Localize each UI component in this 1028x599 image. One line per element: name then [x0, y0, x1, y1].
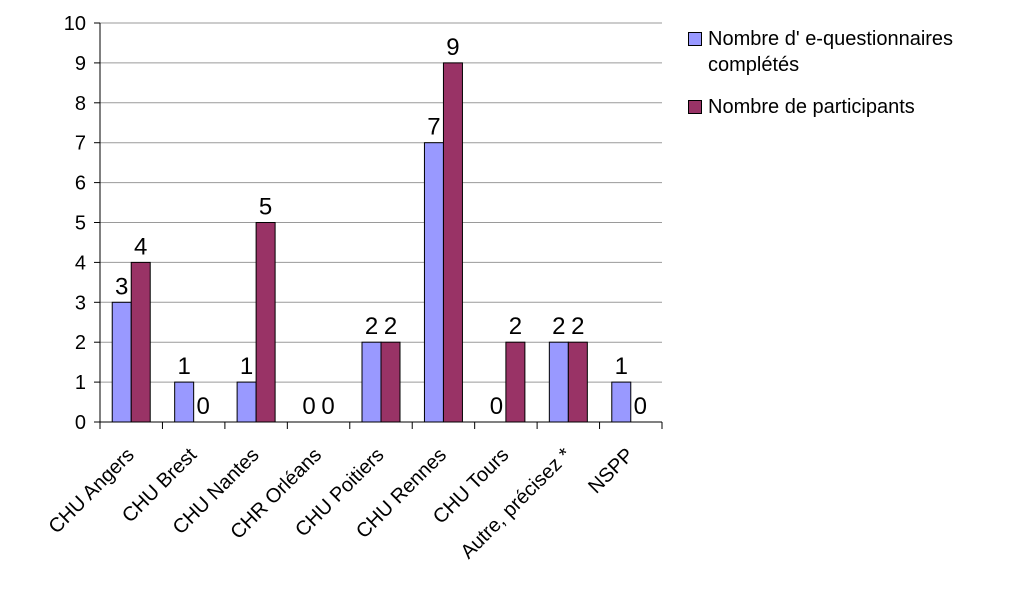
axes — [94, 22, 663, 429]
data-label-series-1: 7 — [427, 114, 440, 141]
bars — [111, 62, 632, 423]
bar-series-1 — [174, 381, 195, 423]
bar-series-1 — [548, 341, 569, 423]
bar-series-2 — [567, 341, 588, 423]
bar-series-1 — [236, 381, 257, 423]
data-label-series-2: 0 — [321, 393, 334, 420]
legend-item-series-2: Nombre de participants — [688, 94, 1028, 120]
legend-item-series-1: Nombre d' e-questionnaires complétés — [688, 26, 1028, 78]
bar-series-2 — [442, 62, 463, 423]
bar-series-1 — [361, 341, 382, 423]
y-tick-label: 5 — [75, 213, 86, 235]
data-label-series-2: 2 — [509, 313, 522, 340]
data-label-series-2: 2 — [571, 313, 584, 340]
legend-label-series-2: Nombre de participants — [708, 96, 915, 118]
data-label-series-1: 1 — [240, 353, 253, 380]
data-label-series-1: 3 — [115, 273, 128, 300]
bar-series-2 — [380, 341, 401, 423]
y-tick-labels: 0 1 2 3 4 5 6 7 8 9 10 — [64, 13, 86, 434]
data-label-series-2: 9 — [446, 34, 459, 61]
y-tick-label: 1 — [75, 372, 86, 394]
y-tick-label: 6 — [75, 173, 86, 195]
legend-swatch-series-2 — [688, 100, 702, 114]
bar-series-1 — [611, 381, 632, 423]
bar-series-2 — [505, 341, 526, 423]
data-label-series-2: 4 — [134, 233, 147, 260]
data-label-series-1: 2 — [365, 313, 378, 340]
x-tick-label: CHU Angers — [45, 444, 139, 538]
y-tick-label: 10 — [64, 13, 86, 35]
data-label-series-2: 0 — [634, 393, 647, 420]
data-label-series-1: 0 — [302, 393, 315, 420]
data-label-series-1: 2 — [552, 313, 565, 340]
y-tick-label: 3 — [75, 292, 86, 314]
y-tick-label: 4 — [75, 252, 86, 274]
data-label-series-2: 0 — [196, 393, 209, 420]
bar-series-2 — [255, 222, 276, 423]
x-tick-label: NSPP — [584, 444, 638, 498]
y-tick-label: 8 — [75, 93, 86, 115]
y-tick-label: 2 — [75, 332, 86, 354]
bar-series-2 — [130, 261, 151, 423]
legend-swatch-series-1 — [688, 32, 702, 46]
y-tick-label: 9 — [75, 53, 86, 75]
data-label-series-2: 2 — [384, 313, 397, 340]
bar-series-1 — [111, 301, 132, 423]
bar-series-1 — [423, 142, 444, 423]
data-label-series-2: 5 — [259, 194, 272, 221]
gridlines — [100, 22, 662, 383]
legend: Nombre d' e-questionnaires complétés Nom… — [688, 26, 1028, 136]
data-label-series-1: 1 — [177, 353, 190, 380]
data-label-series-1: 0 — [490, 393, 503, 420]
x-tick-label: Autre, précisez * — [457, 444, 576, 563]
y-tick-label: 0 — [75, 412, 86, 434]
data-label-series-1: 1 — [615, 353, 628, 380]
legend-label-series-1: Nombre d' e-questionnaires complétés — [708, 28, 954, 76]
y-tick-label: 7 — [75, 133, 86, 155]
